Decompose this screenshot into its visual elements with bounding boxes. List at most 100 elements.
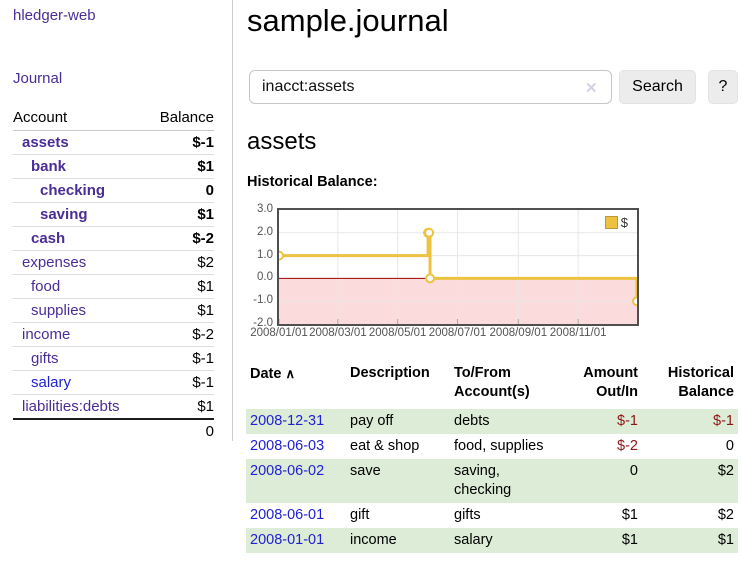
account-row: liabilities:debts $1 bbox=[13, 394, 214, 420]
account-link[interactable]: salary bbox=[31, 374, 72, 391]
register-column-header[interactable]: Historical Balance bbox=[667, 365, 734, 400]
sidebar-account-rows: assets $-1 bank $1 checking 0 saving $1 cash $-2 e… bbox=[13, 130, 214, 443]
transaction-row[interactable]: 2008-01-01 income salary $1 $1 bbox=[246, 528, 738, 553]
transaction-description: eat & shop bbox=[350, 438, 420, 454]
account-balance: $1 bbox=[146, 202, 214, 227]
account-balance: $2 bbox=[146, 250, 214, 275]
account-link[interactable]: checking bbox=[40, 182, 106, 199]
historical-balance-chart[interactable]: $ bbox=[277, 208, 639, 326]
transaction-date-link[interactable]: 2008-12-31 bbox=[250, 413, 325, 429]
account-balance: $-1 bbox=[146, 130, 214, 155]
y-tick-label: 3.0 bbox=[257, 203, 273, 215]
accounts-total-value: 0 bbox=[146, 418, 214, 443]
transaction-amount: $-2 bbox=[617, 438, 638, 454]
account-balance: $1 bbox=[146, 154, 214, 179]
transaction-description: save bbox=[350, 463, 381, 479]
transaction-row[interactable]: 2008-06-03 eat & shop food, supplies $-2 0 bbox=[246, 434, 738, 459]
account-balance: $-1 bbox=[146, 346, 214, 371]
account-link[interactable]: expenses bbox=[22, 254, 87, 271]
account-row: cash $-2 bbox=[13, 226, 214, 251]
transaction-accounts: salary bbox=[454, 532, 493, 548]
account-link[interactable]: liabilities:debts bbox=[22, 398, 120, 415]
account-column-header: Account bbox=[13, 106, 147, 131]
sort-ascending-icon[interactable]: ∧ bbox=[285, 366, 295, 381]
account-row: salary $-1 bbox=[13, 370, 214, 395]
transaction-row[interactable]: 2008-06-01 gift gifts $1 $2 bbox=[246, 503, 738, 528]
account-link[interactable]: food bbox=[31, 278, 61, 295]
register-column-header[interactable]: Amount Out/In bbox=[583, 365, 638, 400]
x-tick-label: 2008/07/01 bbox=[428, 327, 487, 339]
transaction-accounts: food, supplies bbox=[454, 438, 544, 454]
account-link[interactable]: gifts bbox=[31, 350, 59, 367]
transaction-accounts: gifts bbox=[454, 507, 481, 523]
transaction-balance: 0 bbox=[725, 438, 734, 454]
transaction-amount: 0 bbox=[629, 463, 638, 479]
y-tick-label: 2.0 bbox=[257, 225, 273, 238]
account-link[interactable]: saving bbox=[40, 206, 88, 223]
register-table: Date ∧ Description To/From Account(s) Amount O… bbox=[246, 362, 738, 553]
chart-legend: $ bbox=[604, 215, 628, 230]
legend-swatch-icon bbox=[604, 216, 618, 229]
legend-label: $ bbox=[620, 215, 628, 230]
register-column-header[interactable]: Date ∧ bbox=[250, 366, 295, 382]
x-tick-label: 2008/03/01 bbox=[309, 327, 367, 339]
account-row: food $1 bbox=[13, 274, 214, 299]
transaction-row[interactable]: 2008-06-02 save saving, checking 0 $2 bbox=[246, 459, 738, 503]
register-column-header[interactable]: Description bbox=[350, 365, 430, 381]
transaction-row[interactable]: 2008-12-31 pay off debts $-1 $-1 bbox=[246, 409, 738, 434]
account-row: assets $-1 bbox=[13, 130, 214, 155]
account-balance: $1 bbox=[146, 298, 214, 323]
account-row: income $-2 bbox=[13, 322, 214, 347]
clear-search-icon[interactable]: ✕ bbox=[585, 80, 598, 97]
account-row: expenses $2 bbox=[13, 250, 214, 275]
account-link[interactable]: income bbox=[22, 326, 71, 343]
transaction-balance: $1 bbox=[717, 532, 734, 548]
sidebar-item-journal[interactable]: Journal bbox=[13, 70, 63, 87]
x-tick-label: 2008/09/01 bbox=[489, 327, 548, 339]
transaction-accounts: saving, checking bbox=[454, 463, 512, 498]
transaction-amount: $1 bbox=[621, 507, 638, 523]
transaction-amount: $1 bbox=[621, 532, 638, 548]
transaction-description: pay off bbox=[350, 413, 394, 429]
transaction-description: gift bbox=[350, 507, 370, 523]
app-brand-link[interactable]: hledger-web bbox=[13, 7, 96, 24]
search-input[interactable] bbox=[249, 70, 612, 104]
account-row: checking 0 bbox=[13, 178, 214, 203]
transaction-balance: $2 bbox=[717, 463, 734, 479]
account-link[interactable]: bank bbox=[31, 158, 67, 175]
y-tick-label: 1.0 bbox=[257, 248, 273, 261]
register-header-row: Date ∧ Description To/From Account(s) Amount O… bbox=[246, 362, 738, 409]
transaction-balance: $-1 bbox=[713, 413, 734, 429]
account-link[interactable]: supplies bbox=[31, 302, 87, 319]
account-balance: $-2 bbox=[146, 322, 214, 347]
account-balance: $1 bbox=[146, 394, 214, 420]
transaction-date-link[interactable]: 2008-01-01 bbox=[250, 532, 325, 548]
page-title: sample.journal bbox=[247, 3, 449, 38]
search-button[interactable]: Search bbox=[619, 70, 696, 104]
transaction-date-link[interactable]: 2008-06-01 bbox=[250, 507, 325, 523]
account-row: supplies $1 bbox=[13, 298, 214, 323]
transaction-date-link[interactable]: 2008-06-03 bbox=[250, 438, 325, 454]
account-row: saving $1 bbox=[13, 202, 214, 227]
x-tick-label: 2008/11/01 bbox=[549, 327, 607, 339]
chart-section-label: Historical Balance: bbox=[247, 174, 378, 190]
account-row: bank $1 bbox=[13, 154, 214, 179]
y-tick-label: -1.0 bbox=[253, 294, 273, 307]
y-tick-label: -2.0 bbox=[253, 317, 273, 329]
transaction-date-link[interactable]: 2008-06-02 bbox=[250, 463, 325, 479]
account-balance: $-2 bbox=[146, 226, 214, 251]
transaction-accounts: debts bbox=[454, 413, 490, 429]
x-tick-label: 2008/05/01 bbox=[368, 327, 427, 339]
account-balance: $1 bbox=[146, 274, 214, 299]
account-link[interactable]: assets bbox=[22, 134, 69, 151]
balance-column-header: Balance bbox=[146, 106, 214, 131]
accounts-table-header: Account Balance bbox=[13, 106, 214, 131]
x-tick-label: 2008/01/01 bbox=[250, 327, 308, 339]
register-column-header[interactable]: To/From Account(s) bbox=[454, 365, 530, 400]
y-tick-label: 0.0 bbox=[257, 271, 273, 284]
account-heading: assets bbox=[247, 128, 317, 155]
help-button[interactable]: ? bbox=[708, 70, 738, 104]
account-link[interactable]: cash bbox=[31, 230, 66, 247]
account-balance: 0 bbox=[146, 178, 214, 203]
